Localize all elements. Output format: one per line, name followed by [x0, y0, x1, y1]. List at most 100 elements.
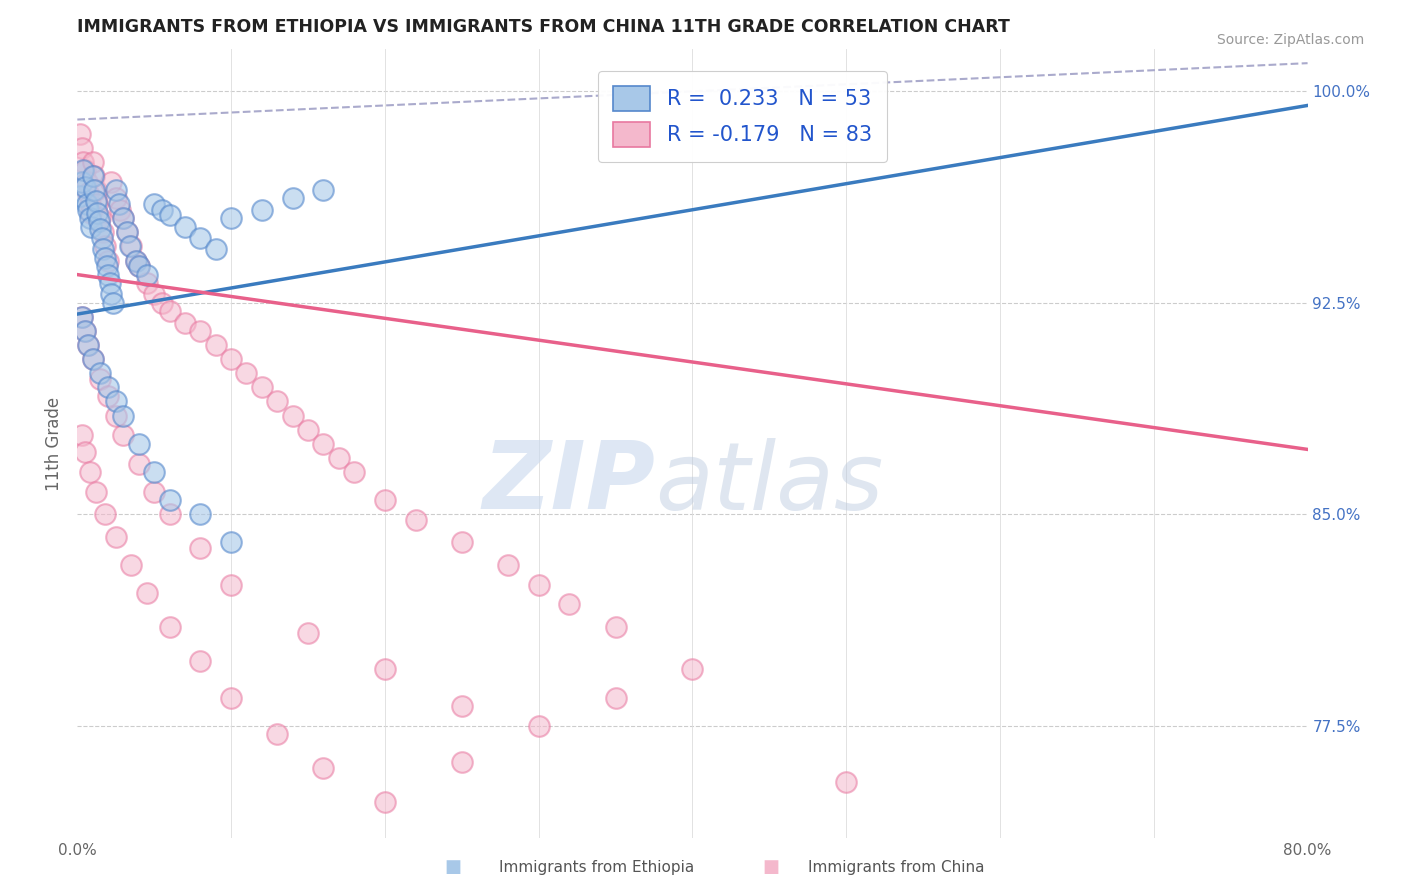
Point: [83, 183, 105, 197]
Point: [84, 183, 107, 197]
Point: [93, 225, 115, 239]
Point: [89, 222, 111, 236]
Point: [143, 484, 166, 499]
Point: [159, 493, 181, 508]
Point: [73, 324, 96, 338]
Text: ■: ■: [444, 858, 461, 876]
Point: [374, 493, 396, 508]
Point: [605, 690, 627, 705]
Y-axis label: 11th Grade: 11th Grade: [45, 397, 63, 491]
Point: [76, 197, 98, 211]
Point: [84, 194, 107, 209]
Point: [77, 338, 100, 352]
Point: [128, 259, 150, 273]
Point: [70, 310, 93, 324]
Point: [104, 183, 127, 197]
Point: [83, 169, 105, 183]
Point: [266, 394, 288, 409]
Point: [108, 197, 131, 211]
Point: [112, 211, 135, 226]
Point: [297, 423, 319, 437]
Point: [104, 192, 127, 206]
Point: [94, 508, 117, 522]
Point: [73, 163, 96, 178]
Point: [93, 242, 115, 256]
Point: [104, 530, 127, 544]
Point: [80, 219, 103, 234]
Point: [101, 295, 124, 310]
Point: [87, 214, 110, 228]
Point: [188, 231, 212, 245]
Point: [73, 445, 96, 459]
Point: [100, 175, 122, 189]
Point: [235, 366, 257, 380]
Point: [204, 242, 226, 256]
Point: [86, 197, 108, 211]
Point: [104, 409, 127, 423]
Point: [125, 253, 148, 268]
Point: [90, 231, 114, 245]
Point: [94, 239, 117, 253]
Point: [159, 508, 181, 522]
Point: [219, 535, 242, 549]
Point: [450, 698, 472, 713]
Point: [97, 380, 120, 394]
Point: [98, 276, 121, 290]
Point: [89, 366, 111, 380]
Point: [69, 188, 91, 202]
Point: [374, 662, 396, 676]
Point: [266, 727, 288, 741]
Point: [73, 324, 96, 338]
Point: [159, 208, 181, 222]
Point: [250, 380, 273, 394]
Point: [77, 202, 100, 217]
Point: [128, 457, 150, 471]
Point: [77, 338, 100, 352]
Point: [97, 389, 120, 403]
Point: [135, 268, 157, 282]
Point: [188, 541, 212, 555]
Point: [527, 719, 550, 733]
Point: [605, 620, 627, 634]
Point: [79, 211, 101, 226]
Point: [72, 154, 94, 169]
Point: [219, 690, 242, 705]
Text: ZIP: ZIP: [482, 437, 655, 529]
Text: Source: ZipAtlas.com: Source: ZipAtlas.com: [1216, 33, 1364, 47]
Point: [835, 775, 858, 789]
Point: [79, 197, 101, 211]
Legend: R =  0.233   N = 53, R = -0.179   N = 83: R = 0.233 N = 53, R = -0.179 N = 83: [599, 71, 887, 161]
Point: [312, 436, 335, 450]
Point: [112, 428, 135, 442]
Text: Immigrants from China: Immigrants from China: [808, 861, 986, 875]
Point: [135, 586, 157, 600]
Point: [159, 304, 181, 318]
Point: [70, 310, 93, 324]
Point: [219, 352, 242, 367]
Point: [97, 268, 120, 282]
Point: [188, 508, 212, 522]
Point: [77, 186, 100, 200]
Point: [135, 276, 157, 290]
Point: [94, 251, 117, 265]
Point: [70, 428, 93, 442]
Point: [112, 409, 135, 423]
Point: [250, 202, 273, 217]
Point: [115, 225, 138, 239]
Text: Immigrants from Ethiopia: Immigrants from Ethiopia: [499, 861, 695, 875]
Point: [281, 409, 304, 423]
Point: [496, 558, 519, 572]
Point: [110, 202, 132, 217]
Point: [112, 211, 135, 226]
Point: [143, 465, 166, 479]
Point: [70, 141, 93, 155]
Point: [120, 239, 142, 253]
Point: [281, 192, 304, 206]
Point: [100, 287, 122, 301]
Point: [219, 211, 242, 226]
Text: atlas: atlas: [655, 438, 884, 529]
Point: [84, 484, 107, 499]
Point: [682, 662, 704, 676]
Point: [125, 253, 148, 268]
Text: IMMIGRANTS FROM ETHIOPIA VS IMMIGRANTS FROM CHINA 11TH GRADE CORRELATION CHART: IMMIGRANTS FROM ETHIOPIA VS IMMIGRANTS F…: [77, 19, 1010, 37]
